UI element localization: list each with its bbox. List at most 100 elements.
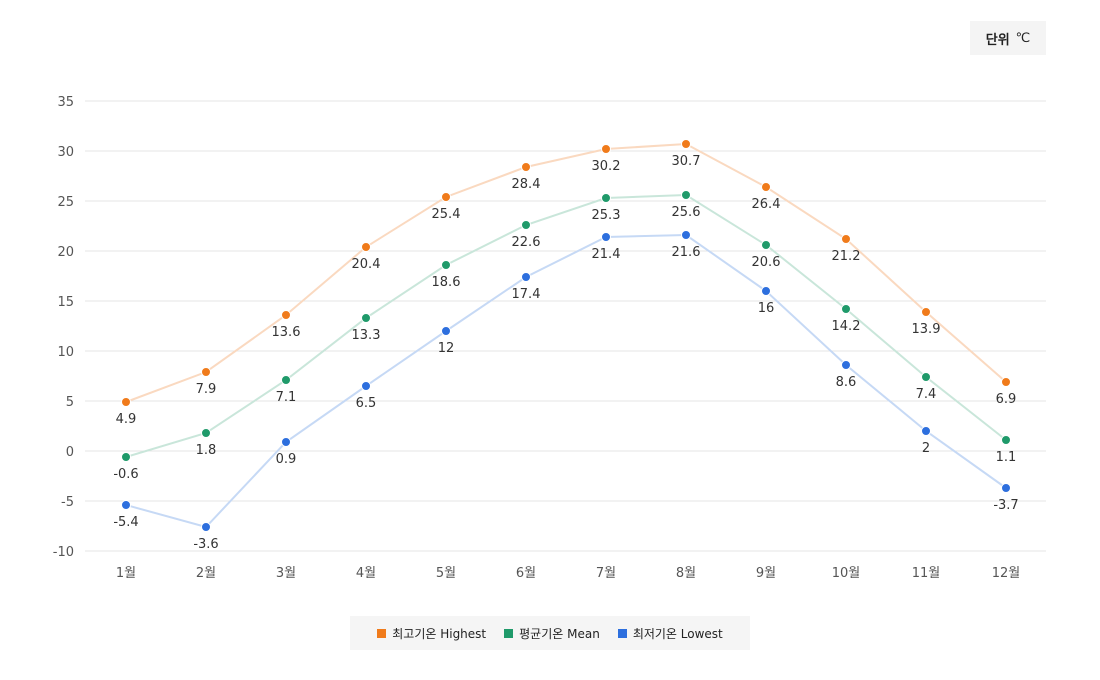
data-point (521, 162, 531, 172)
data-label: 7.9 (196, 382, 217, 397)
unit-label: 단위 (985, 32, 1010, 48)
data-label: 13.3 (352, 328, 381, 343)
data-label: 18.6 (432, 275, 461, 290)
data-point (761, 240, 771, 250)
x-tick-label: 10월 (832, 566, 861, 581)
data-label: 30.7 (672, 154, 701, 169)
y-tick-label: 5 (66, 395, 74, 410)
data-point (601, 144, 611, 154)
data-label: 6.9 (996, 392, 1017, 407)
x-tick-label: 2월 (196, 566, 216, 581)
data-label: 7.1 (276, 390, 297, 405)
y-tick-label: 35 (57, 95, 74, 110)
data-point (841, 304, 851, 314)
unit-value: ℃ (1015, 30, 1031, 46)
data-point (761, 182, 771, 192)
data-label: -3.6 (193, 537, 218, 552)
x-tick-label: 1월 (116, 566, 136, 581)
y-tick-label: 0 (66, 445, 74, 460)
data-point (361, 313, 371, 323)
y-tick-label: 20 (57, 245, 74, 260)
data-label: 17.4 (512, 287, 541, 302)
data-label: 0.9 (276, 452, 297, 467)
data-point (201, 522, 211, 532)
legend-swatch-highest (377, 628, 387, 638)
data-label: 2 (922, 441, 930, 456)
legend-item-mean[interactable]: 평균기온 Mean (504, 625, 600, 642)
data-label: 16 (758, 301, 775, 316)
data-point (841, 234, 851, 244)
data-label: 14.2 (832, 319, 861, 334)
legend-item-lowest[interactable]: 최저기온 Lowest (617, 625, 723, 642)
data-label: 20.4 (352, 257, 381, 272)
data-point (121, 397, 131, 407)
data-point (761, 286, 771, 296)
data-point (601, 193, 611, 203)
x-tick-label: 5월 (436, 566, 456, 581)
data-point (681, 139, 691, 149)
y-tick-label: -10 (53, 545, 74, 560)
data-point (521, 272, 531, 282)
data-label: -3.7 (993, 498, 1018, 513)
series-line-2 (125, 233, 1007, 529)
series-line-1 (125, 193, 1007, 458)
data-point (201, 367, 211, 377)
chart-legend: 최고기온 Highest 평균기온 Mean 최저기온 Lowest (350, 616, 750, 650)
y-tick-label: -5 (61, 495, 74, 510)
data-label: -5.4 (113, 515, 138, 530)
x-tick-label: 9월 (756, 566, 776, 581)
data-point (281, 437, 291, 447)
data-label: 25.4 (432, 207, 461, 222)
data-label: 28.4 (512, 177, 541, 192)
data-point (441, 326, 451, 336)
data-label: 6.5 (356, 396, 377, 411)
unit-badge: 단위 ℃ (970, 21, 1046, 55)
data-point (921, 372, 931, 382)
legend-label-mean: 평균기온 Mean (519, 626, 600, 641)
x-tick-label: 12월 (992, 566, 1021, 581)
data-label: 1.8 (196, 443, 217, 458)
x-tick-label: 6월 (516, 566, 536, 581)
data-label: 30.2 (592, 159, 621, 174)
data-point (601, 232, 611, 242)
y-tick-label: 15 (57, 295, 74, 310)
y-tick-label: 25 (57, 195, 74, 210)
legend-swatch-lowest (617, 628, 627, 638)
data-point (921, 307, 931, 317)
data-label: 25.3 (592, 208, 621, 223)
y-tick-label: 30 (57, 145, 74, 160)
data-point (121, 500, 131, 510)
legend-item-highest[interactable]: 최고기온 Highest (377, 625, 486, 642)
x-tick-label: 7월 (596, 566, 616, 581)
data-label: 7.4 (916, 387, 937, 402)
data-point (441, 192, 451, 202)
data-label: 20.6 (752, 255, 781, 270)
x-tick-label: 4월 (356, 566, 376, 581)
data-point (201, 428, 211, 438)
data-label: 1.1 (996, 450, 1017, 465)
legend-label-highest: 최고기온 Highest (392, 626, 487, 641)
data-point (681, 190, 691, 200)
legend-swatch-mean (504, 628, 514, 638)
temperature-line-chart: 35 30 25 20 15 10 5 0 -5 -10 1월 2월 3월 4월 5월 6월 7월 8월 9월 10월… (53, 95, 1046, 581)
data-label: 26.4 (752, 197, 781, 212)
series-line-0 (125, 142, 1007, 403)
data-point (361, 381, 371, 391)
legend-label-lowest: 최저기온 Lowest (632, 626, 723, 641)
x-tick-label: 3월 (276, 566, 296, 581)
data-label: 21.6 (672, 245, 701, 260)
data-label: 4.9 (116, 412, 137, 427)
data-label: 13.6 (272, 325, 301, 340)
data-point (1001, 483, 1011, 493)
data-point (281, 375, 291, 385)
data-label: 21.4 (592, 247, 621, 262)
x-tick-label: 8월 (676, 566, 696, 581)
data-point (281, 310, 291, 320)
data-label: 13.9 (912, 322, 941, 337)
y-tick-label: 10 (57, 345, 74, 360)
data-label: 8.6 (836, 375, 857, 390)
data-point (361, 242, 371, 252)
x-tick-label: 11월 (912, 566, 941, 581)
data-point (521, 220, 531, 230)
data-point (1001, 377, 1011, 387)
